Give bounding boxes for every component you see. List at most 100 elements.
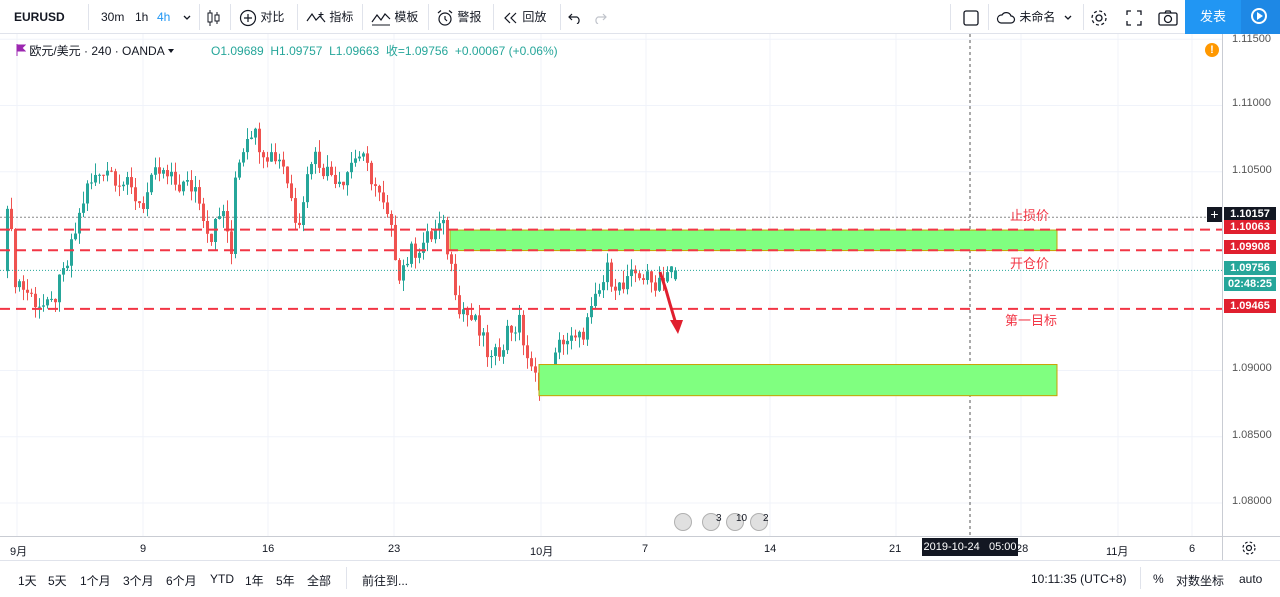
event-count-badge[interactable]: 10 <box>736 513 748 524</box>
clock-timezone[interactable]: 10:11:35 (UTC+8) <box>1031 572 1127 586</box>
event-flag-icon[interactable] <box>750 513 768 531</box>
event-count-badge[interactable]: 3 <box>716 513 722 524</box>
time-axis-label: 14 <box>764 543 777 555</box>
settings-gear-icon[interactable] <box>1090 0 1108 34</box>
range-6m-button[interactable]: 6个月 <box>166 574 197 588</box>
candle-body <box>266 157 269 162</box>
candle-body <box>350 162 353 173</box>
indicators-button[interactable]: 指标 <box>306 0 353 34</box>
candle-body <box>430 231 433 240</box>
candle-body <box>622 282 625 290</box>
candle-body <box>194 187 197 192</box>
candle-body <box>198 187 201 204</box>
candle-body <box>282 159 285 167</box>
candle-body <box>310 164 313 175</box>
event-flag-icon[interactable] <box>674 513 692 531</box>
candle-body <box>658 277 661 291</box>
interval-dropdown-chevron-icon[interactable] <box>182 0 192 34</box>
candle-body <box>10 208 13 230</box>
interval-4h-button[interactable]: 4h <box>157 10 171 24</box>
range-ytd-button[interactable]: YTD <box>210 572 234 586</box>
axis-settings-gear-icon[interactable] <box>1241 540 1257 559</box>
warning-icon[interactable]: ! <box>1205 43 1219 57</box>
flag-icon <box>16 44 27 56</box>
interval-30m-button[interactable]: 30m <box>101 10 125 24</box>
bottom-divider <box>1140 567 1141 589</box>
stop-loss-annotation[interactable]: 止损价 <box>1010 208 1050 223</box>
symbol-search-button[interactable]: EURUSD <box>14 10 65 24</box>
target-annotation[interactable]: 第一目标 <box>1005 313 1058 328</box>
crosshair-time: 05:00 <box>988 541 1017 553</box>
camera-snapshot-icon[interactable] <box>1158 0 1178 34</box>
candle-body <box>462 309 465 315</box>
indicators-label: 指标 <box>329 10 354 24</box>
multi-chart-layout-icon[interactable] <box>963 0 979 34</box>
play-button[interactable] <box>1241 0 1280 34</box>
log-scale-toggle[interactable]: 对数坐标 <box>1176 574 1225 588</box>
candle-style-icon[interactable] <box>206 0 222 34</box>
candle-body <box>534 366 537 373</box>
price-chart[interactable] <box>0 34 1280 560</box>
candle-body <box>250 137 253 140</box>
candle-body <box>650 271 653 283</box>
crosshair-price-tag: 1.10157 <box>1224 207 1276 221</box>
publish-button[interactable]: 发表 <box>1185 0 1241 34</box>
alert-button[interactable]: 警报 <box>436 0 481 34</box>
range-3m-button[interactable]: 3个月 <box>123 574 154 588</box>
candle-body <box>326 166 329 177</box>
candle-body <box>594 293 597 307</box>
time-axis-label: 7 <box>642 543 649 555</box>
legend-symbol-name[interactable]: 欧元/美元 · 240 · OANDA <box>29 44 165 58</box>
candle-body <box>86 183 89 204</box>
candle-body <box>162 170 165 174</box>
candle-body <box>54 298 57 303</box>
price-axis-label: 1.08000 <box>1232 495 1272 507</box>
candle-body <box>110 170 113 172</box>
candle-body <box>674 270 677 280</box>
entry-annotation[interactable]: 开仓价 <box>1010 256 1050 271</box>
time-axis-label: 10月 <box>530 546 554 558</box>
crosshair-plus-icon[interactable]: + <box>1207 207 1222 222</box>
range-5d-button[interactable]: 5天 <box>48 574 67 588</box>
auto-scale-toggle[interactable]: auto <box>1239 572 1263 586</box>
candle-body <box>30 292 33 294</box>
candle-body <box>130 177 133 188</box>
range-1d-button[interactable]: 1天 <box>18 574 37 588</box>
fullscreen-icon[interactable] <box>1126 0 1142 34</box>
replay-button[interactable]: 回放 <box>503 0 546 34</box>
redo-icon[interactable] <box>593 0 607 34</box>
candle-body <box>498 347 501 357</box>
event-flag-icon[interactable] <box>702 513 720 531</box>
candle-body <box>454 263 457 296</box>
interval-1h-button[interactable]: 1h <box>135 10 149 24</box>
candle-body <box>122 184 125 187</box>
candle-body <box>150 174 153 193</box>
ohlc-values: O1.09689 H1.09757 L1.09663 收=1.09756 +0.… <box>211 43 558 59</box>
open-value: O1.09689 <box>211 44 264 58</box>
goto-date-button[interactable]: 前往到... <box>362 574 409 588</box>
candle-body <box>414 243 417 258</box>
candle-body <box>134 187 137 202</box>
event-count-badge[interactable]: 2 <box>763 513 769 524</box>
toolbar-divider <box>950 4 951 30</box>
candle-body <box>278 159 281 162</box>
candle-body <box>166 170 169 177</box>
candle-body <box>382 192 385 203</box>
templates-button[interactable]: 模板 <box>371 0 418 34</box>
percent-scale-toggle[interactable]: % <box>1153 572 1164 586</box>
high-value: H1.09757 <box>270 44 323 58</box>
range-all-button[interactable]: 全部 <box>307 574 332 588</box>
candle-body <box>342 181 345 186</box>
undo-icon[interactable] <box>568 0 582 34</box>
candle-body <box>226 211 229 232</box>
compare-button[interactable]: 对比 <box>239 0 284 34</box>
candle-body <box>318 151 321 168</box>
layout-name-dropdown[interactable]: 未命名 <box>996 0 1073 34</box>
range-1y-button[interactable]: 1年 <box>245 574 264 588</box>
event-flag-icon[interactable] <box>726 513 744 531</box>
candle-body <box>510 325 513 333</box>
range-5y-button[interactable]: 5年 <box>276 574 295 588</box>
range-1m-button[interactable]: 1个月 <box>80 574 111 588</box>
time-axis-label: 6 <box>1189 543 1196 555</box>
candle-body <box>558 339 561 353</box>
